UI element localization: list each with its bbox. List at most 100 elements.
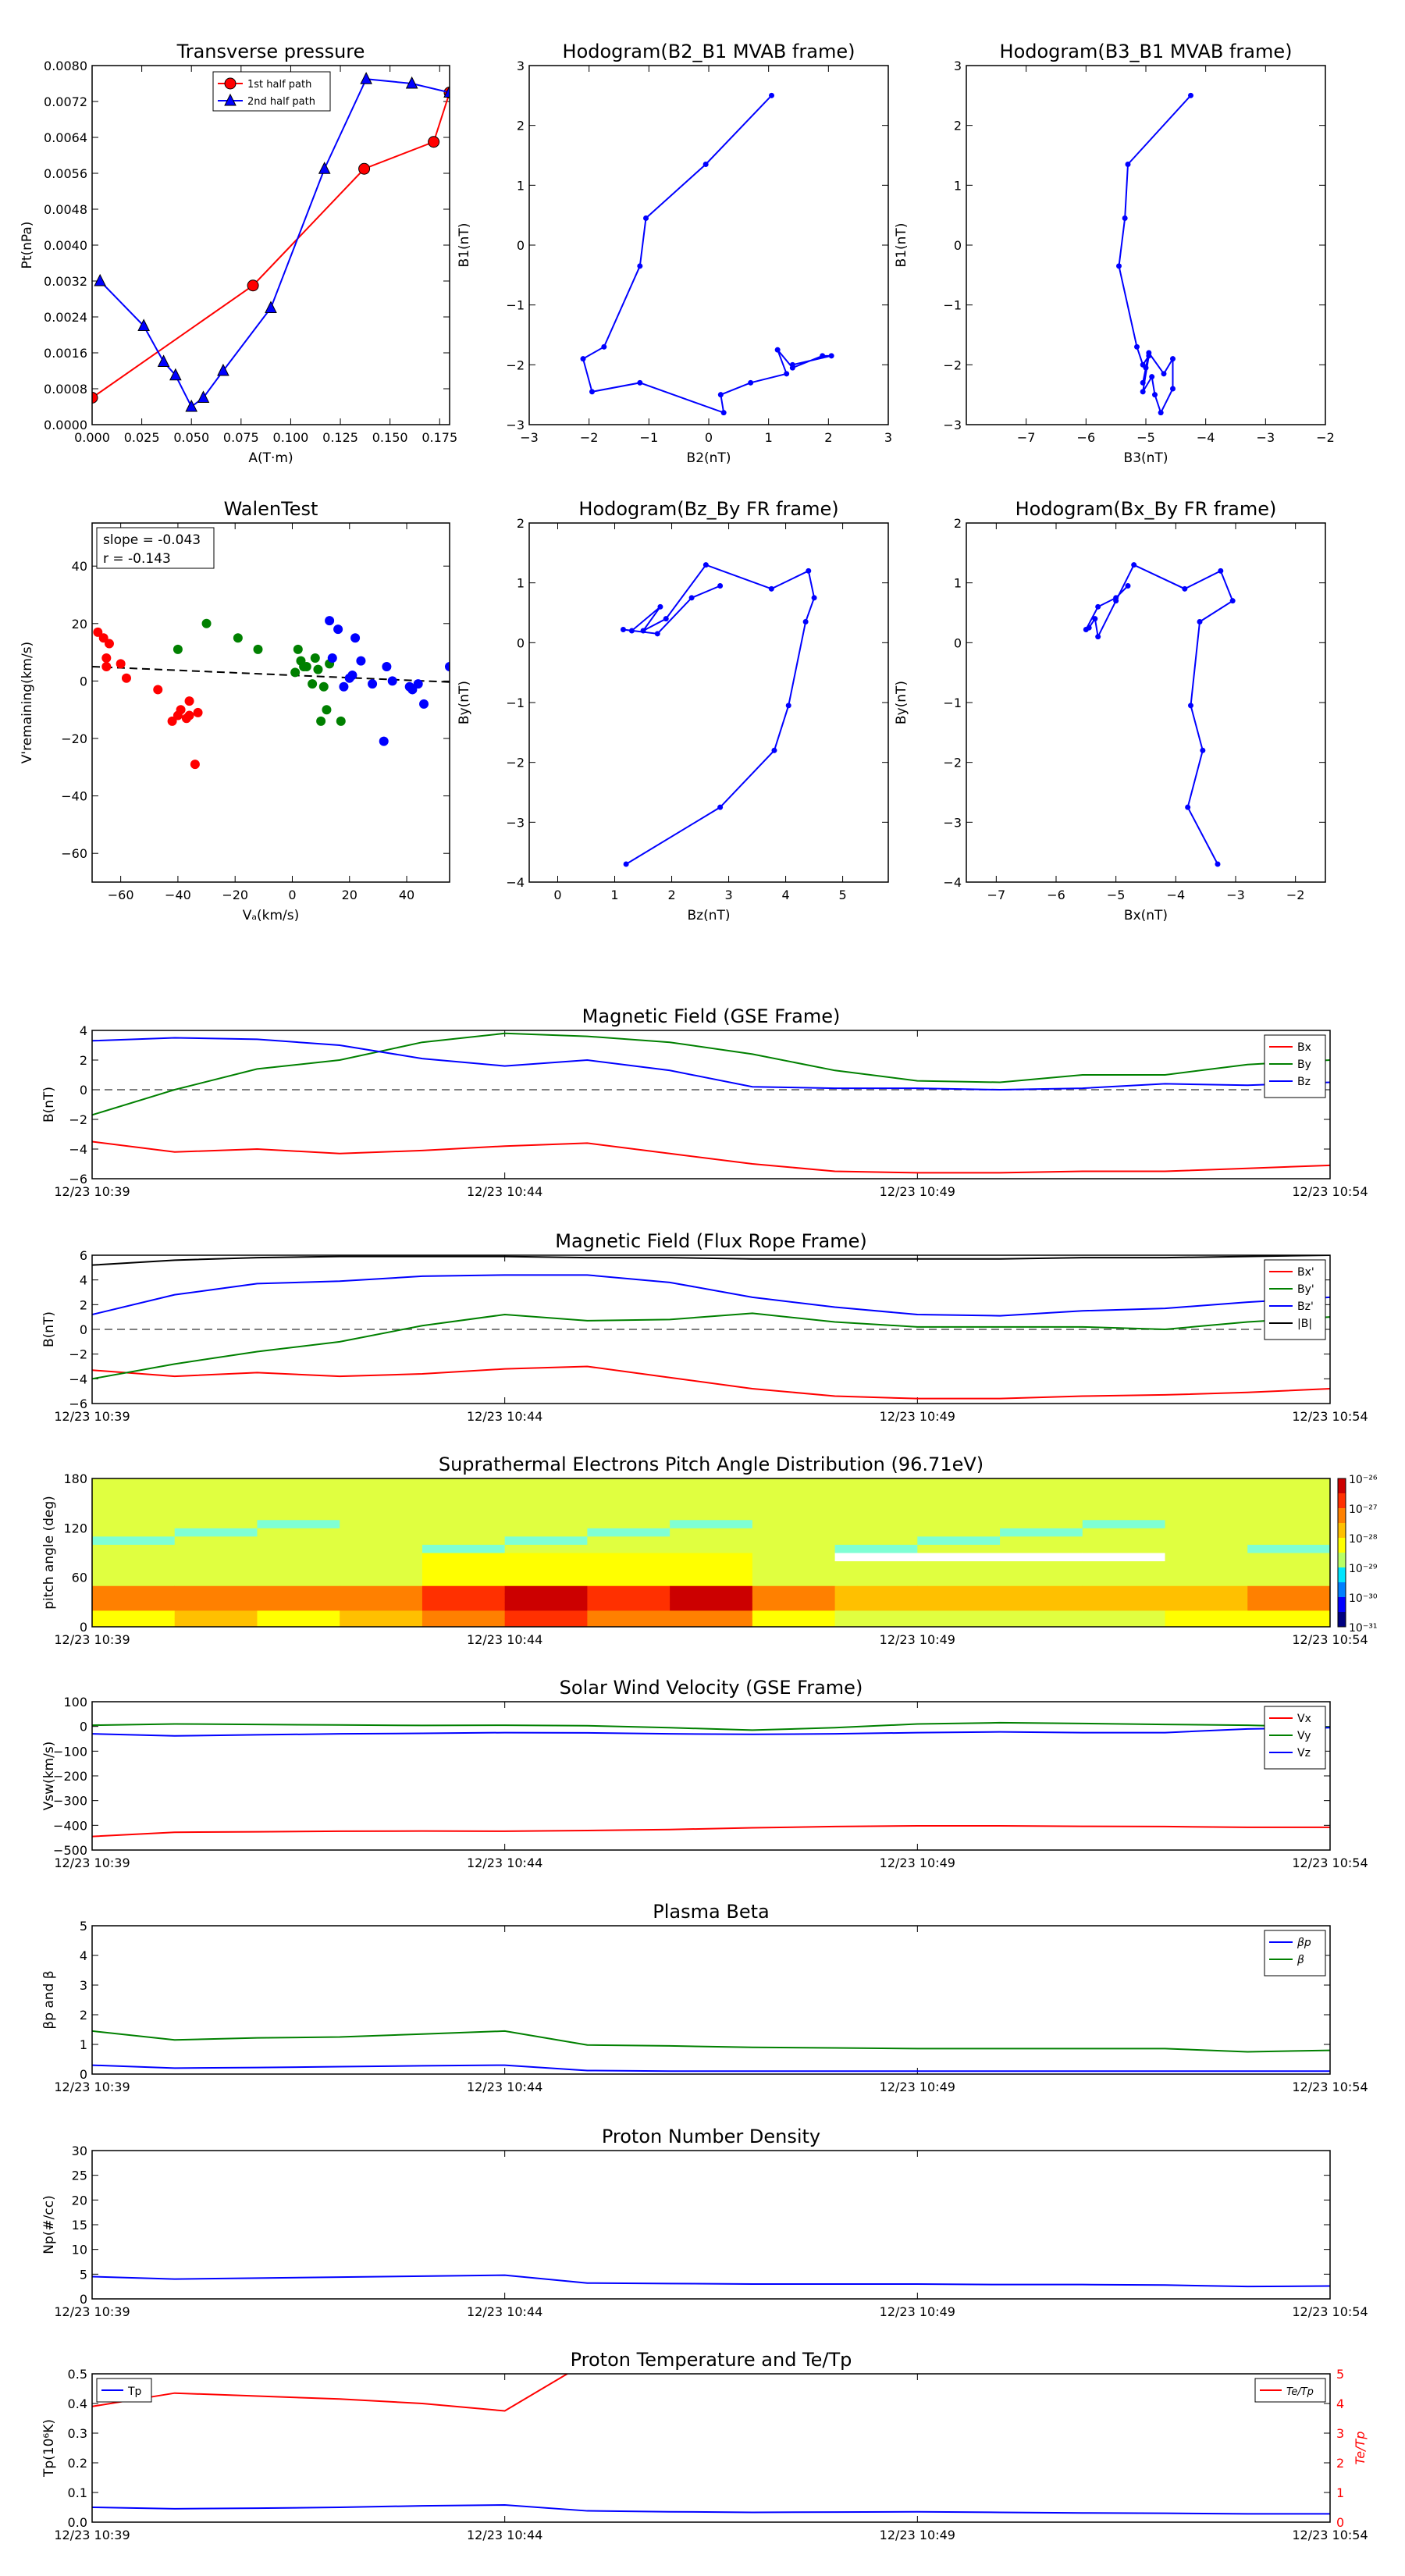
heatmap-cell bbox=[834, 1535, 918, 1545]
colorbar-tick-label: 10⁻²⁹ bbox=[1349, 1563, 1378, 1575]
heatmap-cell bbox=[834, 1544, 918, 1553]
legend-label: |B| bbox=[1297, 1318, 1312, 1330]
series-line bbox=[92, 1032, 1330, 1116]
data-point bbox=[350, 633, 361, 643]
data-point bbox=[1185, 804, 1191, 810]
legend-label: Bx bbox=[1297, 1041, 1311, 1054]
legend-box bbox=[1264, 1706, 1326, 1770]
plot-area bbox=[92, 2030, 1330, 2073]
data-point bbox=[1149, 374, 1155, 380]
heatmap-cell bbox=[340, 1577, 423, 1586]
data-point bbox=[167, 716, 177, 726]
y-axis-label: B(nT) bbox=[41, 1311, 57, 1347]
data-point bbox=[169, 368, 182, 381]
data-point bbox=[720, 410, 727, 416]
heatmap-cell bbox=[92, 1495, 176, 1504]
data-point bbox=[654, 631, 660, 637]
y-tick-label: −6 bbox=[69, 1172, 87, 1187]
y-tick-label: 100 bbox=[63, 1695, 87, 1710]
heatmap-cell bbox=[587, 1519, 670, 1528]
x-tick-label: −6 bbox=[1077, 430, 1096, 445]
data-point bbox=[620, 626, 626, 632]
y-tick-label: 2 bbox=[80, 2008, 87, 2023]
heatmap-cell bbox=[834, 1577, 918, 1586]
heatmap-cell bbox=[670, 1528, 753, 1537]
chart-title: Hodogram(Bx_By FR frame) bbox=[1016, 498, 1277, 520]
heatmap-cell bbox=[587, 1553, 670, 1562]
y-tick-label: −500 bbox=[53, 1843, 87, 1858]
data-point bbox=[247, 279, 259, 292]
heatmap-cell bbox=[1247, 1560, 1331, 1570]
data-point bbox=[769, 92, 774, 98]
heatmap-cell bbox=[587, 1486, 670, 1496]
heatmap-cell bbox=[1165, 1511, 1248, 1521]
heatmap-cell bbox=[92, 1618, 176, 1628]
y-tick-label: −2 bbox=[943, 358, 962, 372]
heatmap-cell bbox=[340, 1553, 423, 1562]
heatmap-cell bbox=[587, 1503, 670, 1512]
x-tick-label: 12/23 10:39 bbox=[54, 1632, 130, 1647]
colorbar-segment bbox=[1338, 1612, 1346, 1628]
heatmap-cell bbox=[670, 1535, 753, 1545]
heatmap-cell bbox=[257, 1478, 340, 1488]
heatmap-cell bbox=[340, 1593, 423, 1603]
series-line bbox=[92, 1824, 1330, 1838]
heatmap-cell bbox=[587, 1577, 670, 1586]
y2-axis-label: Te/Tp bbox=[1353, 2432, 1368, 2465]
heatmap-cell bbox=[340, 1560, 423, 1570]
series-line bbox=[92, 2064, 1330, 2073]
data-point bbox=[1125, 583, 1131, 589]
heatmap-cell bbox=[670, 1593, 753, 1603]
data-point bbox=[190, 760, 200, 770]
heatmap-cell bbox=[752, 1610, 836, 1619]
y-tick-label: 1 bbox=[80, 2037, 87, 2052]
y-tick-label: 0 bbox=[80, 1620, 87, 1635]
heatmap-cell bbox=[1082, 1553, 1166, 1562]
y-tick-label: 0.0 bbox=[68, 2515, 87, 2530]
series-line bbox=[92, 1037, 1330, 1091]
chart-title: Hodogram(B3_B1 MVAB frame) bbox=[1000, 41, 1293, 62]
data-point bbox=[224, 77, 237, 90]
heatmap-cell bbox=[1247, 1553, 1331, 1562]
y-tick-label: 0.0064 bbox=[44, 130, 87, 145]
heatmap-cell bbox=[174, 1544, 258, 1553]
y-tick-label: 0 bbox=[954, 238, 962, 253]
heatmap-cell bbox=[504, 1535, 588, 1545]
heatmap-cell bbox=[174, 1585, 258, 1595]
series-line bbox=[92, 92, 450, 399]
heatmap-cell bbox=[257, 1577, 340, 1586]
heatmap-cell bbox=[92, 1528, 176, 1537]
data-point bbox=[137, 318, 150, 331]
data-point bbox=[1200, 747, 1206, 753]
data-point bbox=[1188, 92, 1193, 98]
legend-label: Vz bbox=[1297, 1747, 1311, 1759]
heatmap-cell bbox=[1000, 1593, 1083, 1603]
heatmap-cell bbox=[257, 1528, 340, 1537]
x-tick-label: −2 bbox=[1286, 888, 1305, 902]
heatmap-cell bbox=[422, 1610, 506, 1619]
y-axis-label: Np(#/cc) bbox=[41, 2195, 57, 2254]
colorbar-segment bbox=[1338, 1478, 1346, 1494]
heatmap-cell bbox=[340, 1495, 423, 1504]
x-tick-label: −4 bbox=[1167, 888, 1186, 902]
heatmap-cell bbox=[752, 1519, 836, 1528]
data-point bbox=[336, 716, 346, 726]
y-tick-label: 20 bbox=[72, 2193, 87, 2208]
x-tick-label: 12/23 10:44 bbox=[467, 2304, 542, 2319]
heatmap-cell bbox=[1082, 1486, 1166, 1496]
series-line bbox=[92, 1140, 1330, 1174]
heatmap-cell bbox=[752, 1618, 836, 1628]
data-point bbox=[806, 568, 812, 574]
heatmap-cell bbox=[752, 1560, 836, 1570]
heatmap-cell bbox=[917, 1511, 1001, 1521]
y-tick-label: −200 bbox=[53, 1769, 87, 1784]
x-tick-label: 12/23 10:54 bbox=[1292, 1632, 1368, 1647]
heatmap-cell bbox=[257, 1535, 340, 1545]
x-tick-label: −7 bbox=[987, 888, 1006, 902]
heatmap-cell bbox=[340, 1535, 423, 1545]
heatmap-cell bbox=[1165, 1553, 1248, 1562]
heatmap-cell bbox=[174, 1478, 258, 1488]
heatmap-cell bbox=[257, 1544, 340, 1553]
x-tick-label: −2 bbox=[1316, 430, 1335, 445]
plot-frame bbox=[91, 1254, 1331, 1404]
